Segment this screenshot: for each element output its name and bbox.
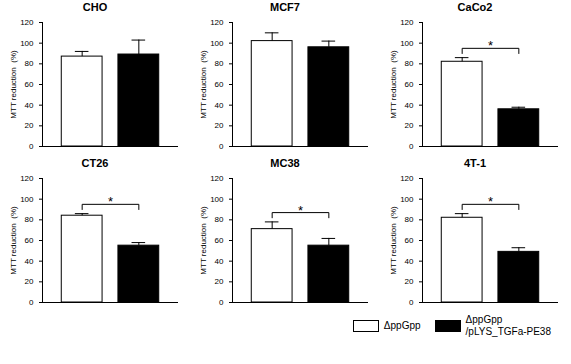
svg-text:100: 100 xyxy=(20,39,34,48)
svg-text:MTT reduction (%): MTT reduction (%) xyxy=(199,50,208,119)
svg-text:MTT reduction (%): MTT reduction (%) xyxy=(9,50,18,119)
svg-text:60: 60 xyxy=(25,236,34,245)
svg-text:40: 40 xyxy=(405,257,414,266)
svg-text:40: 40 xyxy=(25,101,34,110)
svg-text:*: * xyxy=(298,203,303,218)
svg-text:60: 60 xyxy=(405,80,414,89)
svg-text:0: 0 xyxy=(219,298,224,307)
html-text:4T-1: 4T-1 xyxy=(464,157,486,169)
svg-text:120: 120 xyxy=(210,18,224,27)
html-text:MC38: MC38 xyxy=(270,157,300,169)
svg-text:80: 80 xyxy=(405,59,414,68)
html-text:ΔppGpp /pLYS_TGFa-PE38: ΔppGpp /pLYS_TGFa-PE38 xyxy=(465,314,551,337)
svg-text:40: 40 xyxy=(405,101,414,110)
svg-text:100: 100 xyxy=(210,195,224,204)
svg-text:0: 0 xyxy=(219,142,224,151)
svg-text:*: * xyxy=(488,194,493,209)
html-text:ΔppGpp: ΔppGpp xyxy=(383,320,421,331)
html-text:MCF7: MCF7 xyxy=(270,1,300,13)
svg-text:20: 20 xyxy=(215,121,224,130)
svg-text:MTT reduction (%): MTT reduction (%) xyxy=(389,50,398,119)
svg-text:80: 80 xyxy=(25,215,34,224)
svg-text:20: 20 xyxy=(405,277,414,286)
svg-text:0: 0 xyxy=(409,298,414,307)
svg-text:0: 0 xyxy=(29,142,34,151)
svg-text:MTT reduction (%): MTT reduction (%) xyxy=(9,206,18,275)
html-text:CHO: CHO xyxy=(82,1,108,13)
svg-text:120: 120 xyxy=(210,174,224,183)
svg-text:100: 100 xyxy=(210,39,224,48)
svg-text:60: 60 xyxy=(215,80,224,89)
svg-text:0: 0 xyxy=(29,298,34,307)
svg-text:120: 120 xyxy=(400,18,414,27)
svg-text:100: 100 xyxy=(400,39,414,48)
svg-text:100: 100 xyxy=(400,195,414,204)
svg-text:100: 100 xyxy=(20,195,34,204)
svg-text:20: 20 xyxy=(405,121,414,130)
svg-text:80: 80 xyxy=(25,59,34,68)
svg-text:20: 20 xyxy=(25,277,34,286)
html-text:CT26: CT26 xyxy=(81,157,109,169)
svg-text:80: 80 xyxy=(405,215,414,224)
svg-text:80: 80 xyxy=(215,215,224,224)
svg-text:120: 120 xyxy=(20,174,34,183)
svg-text:40: 40 xyxy=(25,257,34,266)
html-text:CaCo2: CaCo2 xyxy=(457,1,493,13)
svg-text:20: 20 xyxy=(25,121,34,130)
svg-text:MTT reduction (%): MTT reduction (%) xyxy=(199,206,208,275)
svg-text:60: 60 xyxy=(215,236,224,245)
svg-text:*: * xyxy=(488,38,493,53)
svg-text:80: 80 xyxy=(215,59,224,68)
svg-text:120: 120 xyxy=(20,18,34,27)
svg-text:20: 20 xyxy=(215,277,224,286)
svg-text:40: 40 xyxy=(215,257,224,266)
svg-text:0: 0 xyxy=(409,142,414,151)
svg-text:40: 40 xyxy=(215,101,224,110)
svg-text:MTT reduction (%): MTT reduction (%) xyxy=(389,206,398,275)
svg-text:60: 60 xyxy=(405,236,414,245)
svg-text:120: 120 xyxy=(400,174,414,183)
svg-text:60: 60 xyxy=(25,80,34,89)
svg-text:*: * xyxy=(108,194,113,209)
